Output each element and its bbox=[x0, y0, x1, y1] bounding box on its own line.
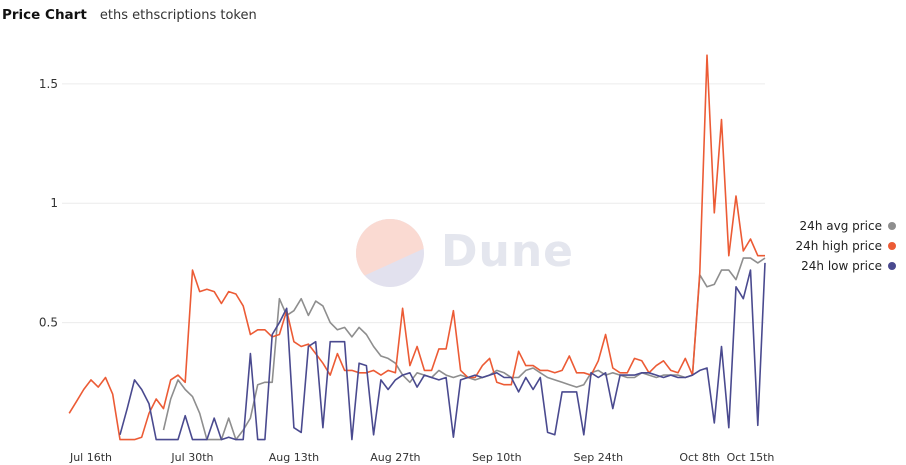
legend-dot-low bbox=[888, 262, 896, 270]
y-tick-label: 1.5 bbox=[39, 77, 58, 91]
legend-item-avg[interactable]: 24h avg price bbox=[795, 216, 896, 236]
x-tick-label: Aug 27th bbox=[370, 451, 420, 464]
x-tick-label: Sep 24th bbox=[574, 451, 624, 464]
series-line-avg[interactable] bbox=[162, 257, 766, 441]
dune-watermark-text: Dune bbox=[441, 226, 575, 277]
x-tick-label: Oct 15th bbox=[727, 451, 775, 464]
x-tick-label: Aug 13th bbox=[269, 451, 319, 464]
series-line-low[interactable] bbox=[119, 262, 766, 441]
legend-label-low: 24h low price bbox=[801, 259, 882, 273]
x-tick-label: Sep 10th bbox=[472, 451, 522, 464]
chart-legend: 24h avg price 24h high price 24h low pri… bbox=[795, 216, 896, 276]
x-tick-label: Jul 16th bbox=[69, 451, 112, 464]
series-line-high[interactable] bbox=[68, 54, 765, 441]
y-tick-label: 0.5 bbox=[39, 316, 58, 330]
legend-dot-high bbox=[888, 242, 896, 250]
chart-subtitle: eths ethscriptions token bbox=[99, 8, 257, 23]
legend-label-avg: 24h avg price bbox=[799, 219, 882, 233]
x-tick-label: Oct 8th bbox=[679, 451, 720, 464]
legend-label-high: 24h high price bbox=[795, 239, 882, 253]
legend-dot-avg bbox=[888, 222, 896, 230]
legend-item-high[interactable]: 24h high price bbox=[795, 236, 896, 256]
y-tick-label: 1 bbox=[50, 196, 58, 210]
chart-title: Price Chart bbox=[2, 7, 87, 23]
chart-header: Price Chart eths ethscriptions token bbox=[2, 4, 257, 24]
x-tick-label: Jul 30th bbox=[170, 451, 213, 464]
legend-item-low[interactable]: 24h low price bbox=[795, 256, 896, 276]
dune-logo-icon bbox=[356, 219, 424, 287]
